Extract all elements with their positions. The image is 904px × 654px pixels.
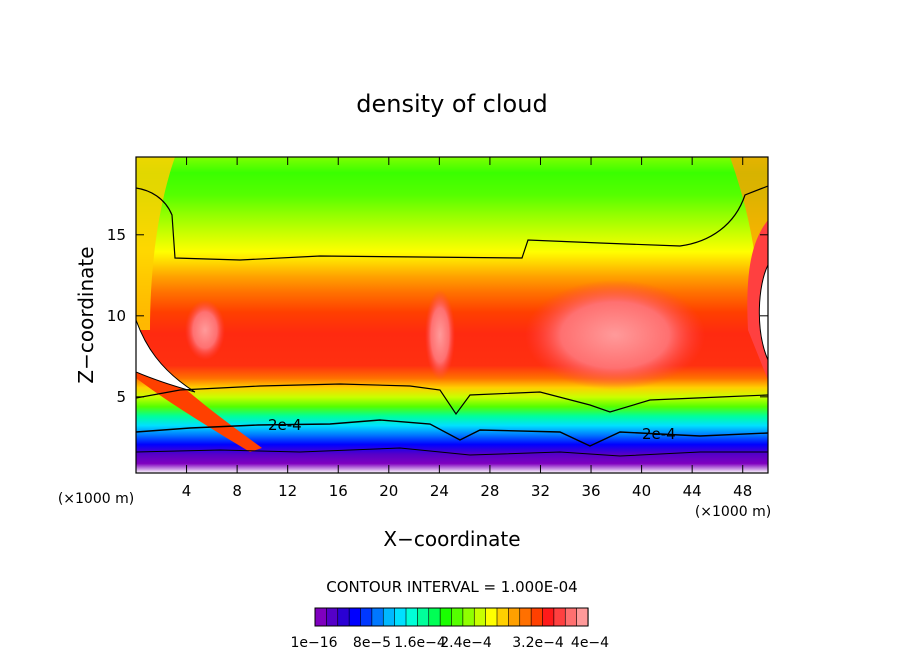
y-tick-label: 15 <box>107 226 126 244</box>
colorbar-swatch <box>439 607 453 627</box>
colorbar-swatch <box>473 607 487 627</box>
plot-frame <box>135 156 769 474</box>
pink-core-mid <box>425 290 455 380</box>
colorbar-swatch <box>496 607 509 627</box>
colorbar-swatch <box>405 607 418 627</box>
colorbar-swatch <box>348 607 362 627</box>
plot-area <box>136 157 768 473</box>
x-tick-label: 20 <box>379 482 398 500</box>
x-tick-label: 12 <box>278 482 297 500</box>
y-tick-label: 10 <box>107 307 126 325</box>
colorbar-swatch <box>417 607 430 627</box>
colorbar-swatch <box>314 607 327 627</box>
x-axis-label: X−coordinate <box>383 527 520 551</box>
contour-label: 2e-4 <box>268 416 302 434</box>
colorbar-swatch <box>428 607 441 627</box>
colorbar-label: 2.4e−4 <box>440 635 492 651</box>
colorbar-swatch <box>451 607 464 627</box>
colorbar-swatch <box>462 607 475 627</box>
colorbar-swatch <box>519 607 532 627</box>
y-axis-label: Z−coordinate <box>74 246 98 383</box>
left-white-region <box>136 319 196 393</box>
colorbar-swatch <box>360 607 373 627</box>
left-edge-plume <box>136 157 175 330</box>
colorbar-frame <box>314 607 589 627</box>
colorbar-label: 4e−4 <box>571 635 609 651</box>
x-tick-label: 16 <box>329 482 348 500</box>
pink-core-right <box>525 280 705 390</box>
x-tick-label: 8 <box>232 482 242 500</box>
contour-2e-4 <box>136 419 768 447</box>
colorbar-swatch <box>508 607 521 627</box>
contour-label: 2e-4 <box>642 425 676 443</box>
colorbar-label: 1.6e−4 <box>394 635 446 651</box>
colorbar-swatch <box>326 607 339 627</box>
colorbar-label: 1e−16 <box>290 635 337 651</box>
x-tick-label: 36 <box>581 482 600 500</box>
pink-core-left <box>185 300 225 360</box>
y-tick-label: 5 <box>116 388 126 406</box>
x-unit-label: (×1000 m) <box>695 504 771 520</box>
contour-lower <box>136 447 768 457</box>
contour-interval-label: CONTOUR INTERVAL = 1.000E-04 <box>326 578 577 596</box>
colorbar-swatch <box>382 607 396 627</box>
right-white-region <box>758 264 768 361</box>
y-axis-ticks: 5 10 15 <box>107 226 768 406</box>
colorbar-swatch <box>530 607 544 627</box>
colorbar-swatch <box>564 607 578 627</box>
contour-mid <box>136 383 768 416</box>
x-tick-label: 24 <box>430 482 449 500</box>
colorbar-swatch <box>394 607 407 627</box>
colorbar-labels: 1e−16 8e−5 1.6e−42.4e−4 3.2e−4 4e−4 <box>290 635 609 651</box>
colorbar <box>314 607 589 627</box>
contour-upper <box>136 185 768 261</box>
x-axis-ticks: 4 8 12 16 20 24 28 32 36 40 44 48 <box>182 157 752 500</box>
colorbar-label: 8e−5 <box>353 635 391 651</box>
x-tick-label: 32 <box>531 482 550 500</box>
chart-title: density of cloud <box>356 90 547 118</box>
x-tick-label: 28 <box>480 482 499 500</box>
colorbar-swatch <box>553 607 566 627</box>
colorbar-swatch <box>371 607 384 627</box>
left-red-streak <box>136 340 262 452</box>
x-tick-label: 40 <box>632 482 651 500</box>
colorbar-swatch <box>576 607 589 627</box>
x-tick-label: 48 <box>733 482 752 500</box>
colorbar-swatch <box>542 607 555 627</box>
x-tick-label: 44 <box>683 482 702 500</box>
x-tick-label: 4 <box>182 482 192 500</box>
colorbar-swatch <box>337 607 350 627</box>
colorbar-label: 3.2e−4 <box>512 635 564 651</box>
colorbar-swatch <box>485 607 498 627</box>
y-unit-label: (×1000 m) <box>58 491 134 507</box>
